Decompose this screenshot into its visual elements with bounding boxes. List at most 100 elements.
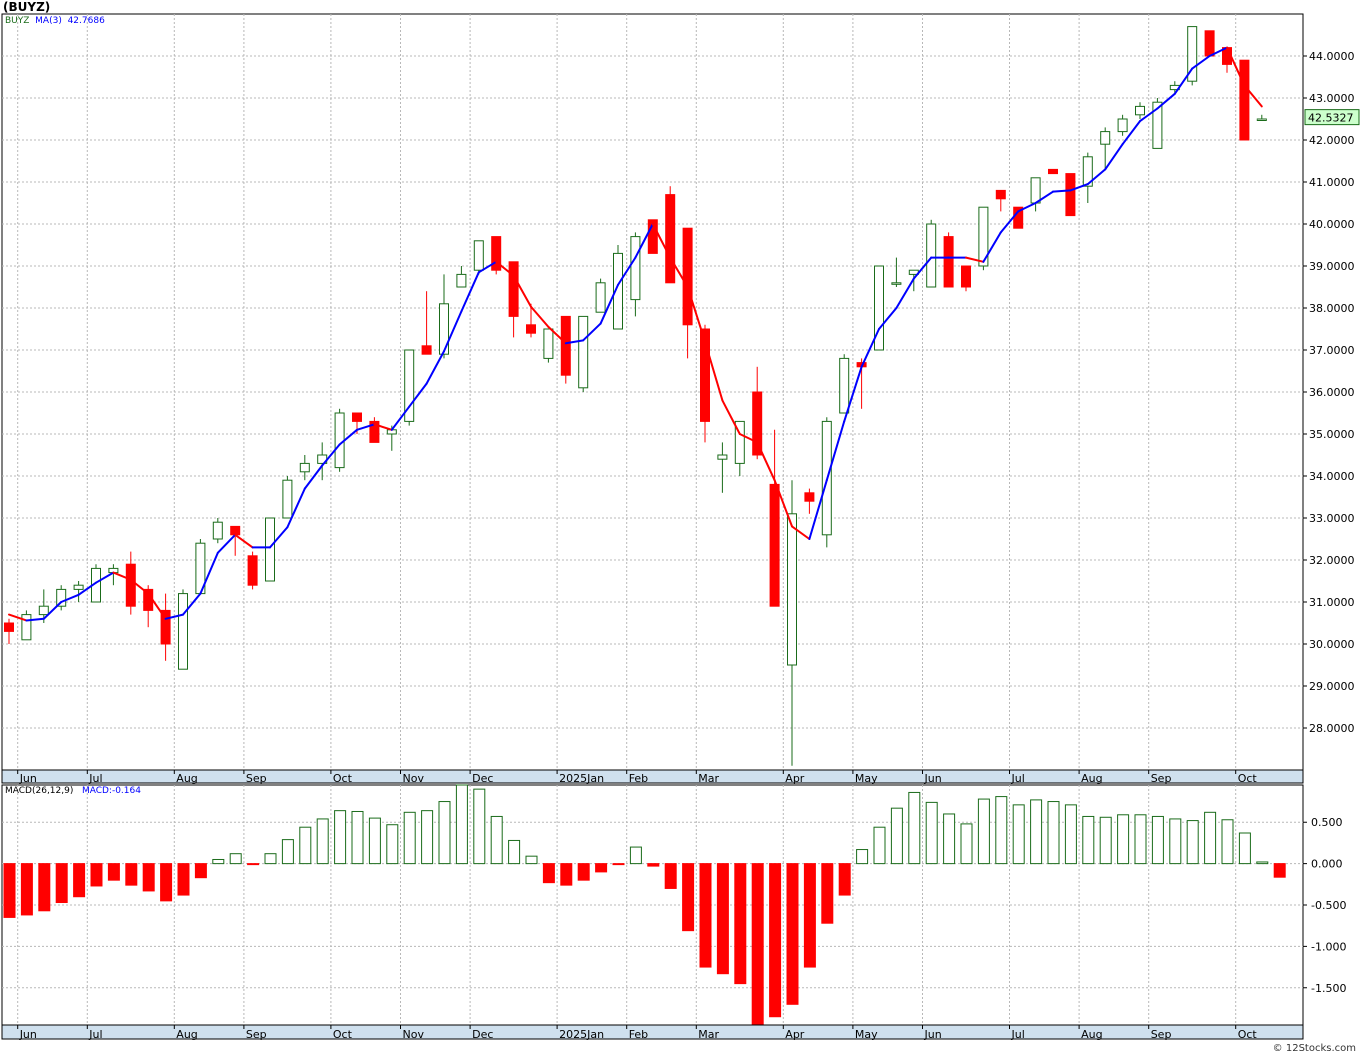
macd-tick-label: -1.500	[1311, 982, 1346, 995]
ma-segment	[582, 322, 602, 342]
macd-bar	[316, 818, 329, 865]
macd-bar	[612, 863, 625, 866]
x-tick-label: May	[855, 772, 878, 785]
ma-segment	[1034, 190, 1054, 204]
macd-legend: MACD(26,12,9) MACD:-0.164	[5, 786, 141, 796]
candle-body	[943, 236, 954, 288]
macd-bar	[873, 826, 886, 865]
ma-segment	[1243, 84, 1263, 108]
macd-panel	[1, 784, 1304, 1026]
candle-body	[787, 513, 797, 666]
candle-body	[839, 357, 850, 414]
ma-segment	[965, 256, 985, 263]
candle-body	[769, 483, 780, 607]
candle-body	[439, 303, 449, 355]
macd-bar	[281, 839, 294, 865]
macd-bar	[838, 863, 851, 896]
x-tick-label-lower: Sep	[246, 1028, 267, 1041]
price-tick-label: 36.0000	[1309, 386, 1355, 399]
ma-segment	[791, 525, 811, 540]
ma-segment	[460, 271, 480, 313]
macd-bar	[1047, 801, 1060, 865]
candle-body	[404, 349, 415, 422]
ma-segment	[147, 592, 167, 620]
candle-body	[1117, 118, 1128, 133]
x-tick-label: Sep	[1151, 772, 1172, 785]
ma-segment	[1173, 67, 1194, 95]
candle-body	[1065, 173, 1076, 217]
macd-tick-label: 0.000	[1311, 858, 1343, 871]
ma-segment	[1121, 120, 1141, 146]
macd-bar	[334, 810, 347, 865]
ma-segment	[738, 433, 759, 444]
candle-body	[665, 194, 676, 284]
macd-bar	[125, 863, 138, 886]
ma-segment	[321, 443, 341, 467]
candle-body	[978, 206, 989, 267]
price-tick-label: 37.0000	[1309, 344, 1355, 357]
chart-title: (BUYZ)	[3, 0, 51, 14]
candle-body	[178, 593, 188, 670]
ma-segment	[808, 479, 828, 540]
macd-bar	[1012, 804, 1025, 865]
x-tick-label-lower: Jun	[924, 1028, 942, 1041]
macd-bar	[38, 863, 51, 912]
macd-bar	[368, 817, 381, 865]
ma-segment	[338, 428, 358, 446]
macd-bar	[821, 863, 834, 924]
x-tick-label-lower: Sep	[1151, 1028, 1172, 1041]
ma-segment	[704, 340, 724, 402]
ma-segment	[912, 256, 933, 280]
candle-body	[526, 324, 536, 334]
macd-bar	[508, 839, 521, 865]
ma-segment	[878, 307, 898, 330]
macd-bar	[943, 813, 956, 865]
legend-ma-value: 42.7686	[67, 16, 105, 26]
macd-tick-label: -0.500	[1311, 899, 1346, 912]
ma-segment	[77, 581, 97, 596]
candle-body	[247, 555, 258, 586]
ma-segment	[512, 274, 532, 308]
candle-body	[1187, 26, 1198, 82]
ma-segment	[999, 210, 1020, 234]
x-axis-band	[1, 769, 1304, 784]
x-tick-label: 2025Jan	[559, 772, 604, 785]
ma-segment	[8, 613, 28, 622]
candle-body	[874, 265, 884, 351]
ma-segment	[373, 423, 393, 431]
last-price-label: 42.5327	[1308, 112, 1354, 125]
macd-bar	[73, 863, 86, 898]
candle-body	[926, 223, 937, 288]
candle-body	[543, 328, 554, 359]
candle-body	[1239, 59, 1250, 141]
macd-bar	[734, 863, 747, 985]
candle-body	[491, 236, 502, 271]
ma-segment	[843, 365, 863, 423]
x-tick-label-lower: Feb	[629, 1028, 648, 1041]
x-tick-label-lower: Nov	[403, 1028, 425, 1041]
candle-body	[961, 265, 971, 288]
candle-body	[1256, 118, 1267, 121]
candle-body	[21, 614, 32, 641]
candle-body	[891, 282, 902, 285]
price-tick-label: 38.0000	[1309, 302, 1355, 315]
ma-segment	[182, 592, 202, 616]
ma-segment	[721, 399, 741, 435]
x-tick-label: Oct	[333, 772, 353, 785]
macd-bar	[525, 855, 538, 865]
candle-body	[160, 609, 171, 645]
x-tick-label-lower: Jul	[88, 1028, 102, 1041]
macd-bar	[107, 863, 120, 881]
ma-segment	[773, 479, 793, 528]
macd-bar	[55, 863, 68, 904]
macd-bar	[20, 863, 33, 916]
macd-bar	[699, 863, 712, 968]
ma-segment	[1104, 143, 1124, 171]
ma-segment	[617, 256, 637, 286]
macd-bar	[856, 849, 869, 865]
macd-tick-label: -1.000	[1311, 940, 1346, 953]
candle-body	[578, 315, 589, 389]
macd-bar	[629, 846, 642, 865]
ma-segment	[669, 256, 689, 288]
price-tick-label: 30.0000	[1309, 638, 1355, 651]
